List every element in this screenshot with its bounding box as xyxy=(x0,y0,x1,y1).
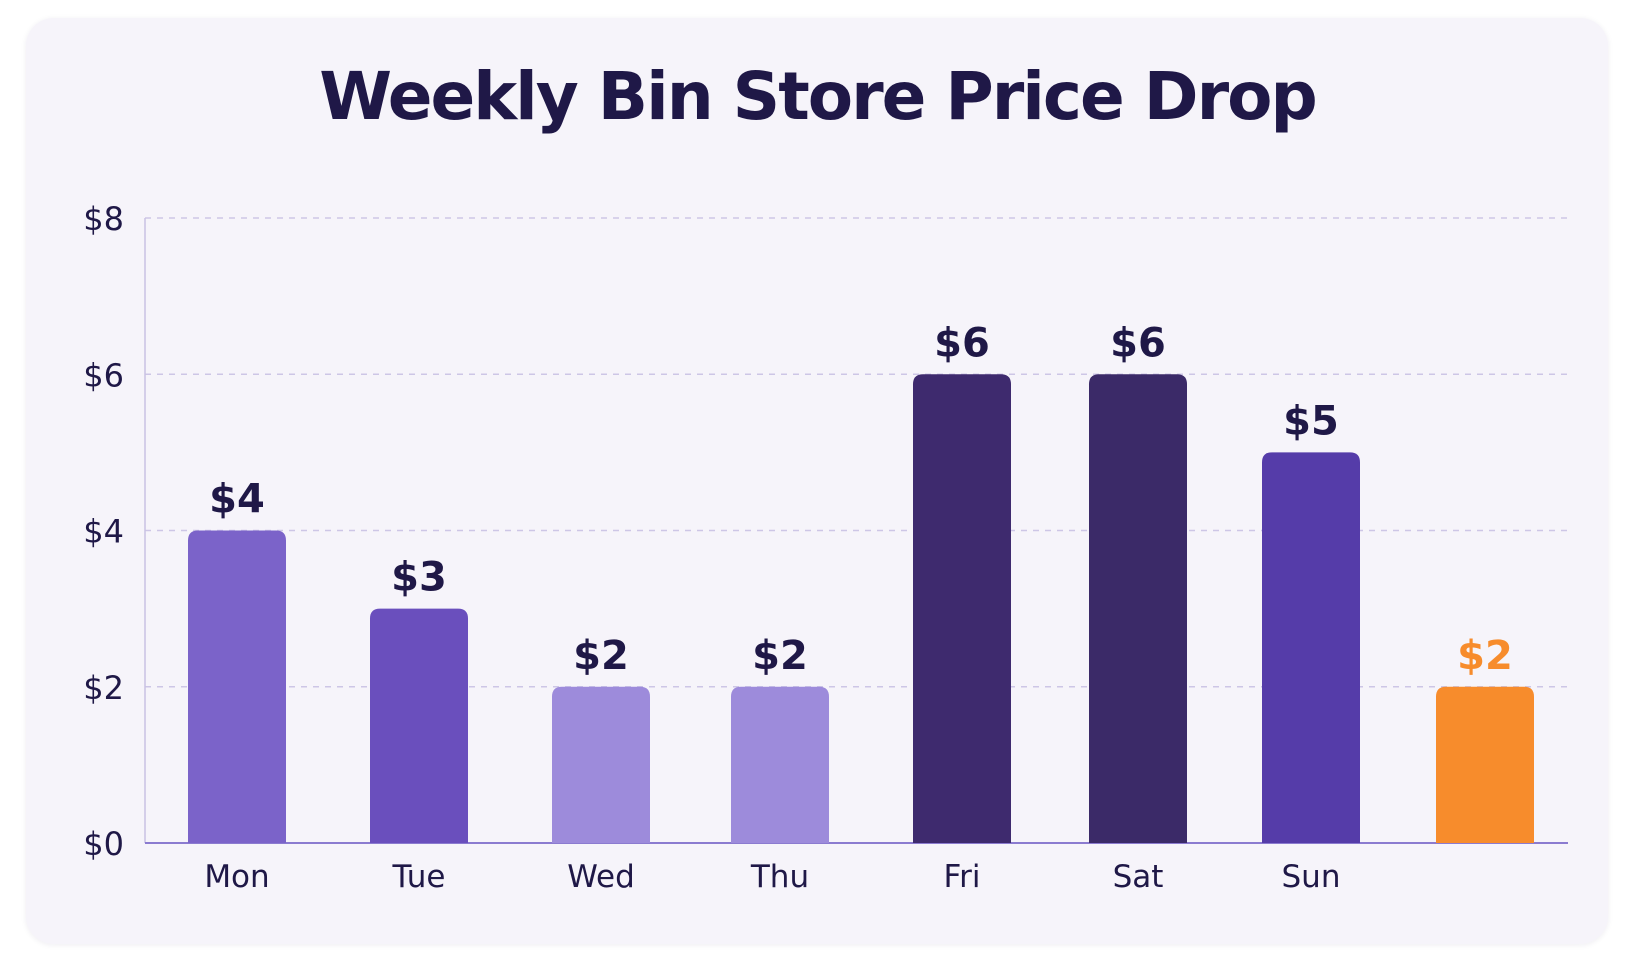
value-labels: $4 $3 $2 $2 $6 $6 $5 $2 xyxy=(209,320,1513,679)
x-tick-label: Sun xyxy=(1282,859,1341,895)
x-tick-label: Mon xyxy=(204,859,269,895)
x-axis-labels: Mon Tue Wed Thu Fri Sat Sun xyxy=(204,859,1340,895)
bar-tue xyxy=(370,608,468,843)
y-tick-label: $2 xyxy=(83,669,124,707)
value-label: $6 xyxy=(934,320,990,366)
x-tick-label: Fri xyxy=(944,859,981,895)
bars xyxy=(188,374,1534,843)
bar-thu xyxy=(731,686,829,843)
y-tick-label: $4 xyxy=(83,513,124,551)
y-axis-ticks: $0 $2 $4 $6 $8 xyxy=(83,200,124,863)
y-tick-label: $0 xyxy=(83,825,124,863)
value-label: $5 xyxy=(1283,398,1339,444)
chart-title: Weekly Bin Store Price Drop xyxy=(319,58,1317,135)
gridlines xyxy=(145,217,1568,688)
value-label: $2 xyxy=(573,633,629,679)
y-tick-label: $6 xyxy=(83,356,124,394)
x-tick-label: Wed xyxy=(567,859,635,895)
value-label: $2 xyxy=(1457,633,1513,679)
x-tick-label: Thu xyxy=(750,859,809,895)
value-label: $4 xyxy=(209,477,265,523)
bar-mon xyxy=(188,530,286,843)
x-tick-label: Tue xyxy=(392,859,446,895)
bar-wed xyxy=(552,686,650,843)
value-label: $2 xyxy=(752,633,808,679)
y-tick-label: $8 xyxy=(83,200,124,238)
x-tick-label: Sat xyxy=(1113,859,1164,895)
value-label: $3 xyxy=(391,555,447,601)
bar-sat xyxy=(1089,374,1187,843)
bar-fri xyxy=(913,374,1011,843)
bar-extra xyxy=(1436,686,1534,843)
value-label: $6 xyxy=(1110,320,1166,366)
bar-sun xyxy=(1262,452,1360,843)
